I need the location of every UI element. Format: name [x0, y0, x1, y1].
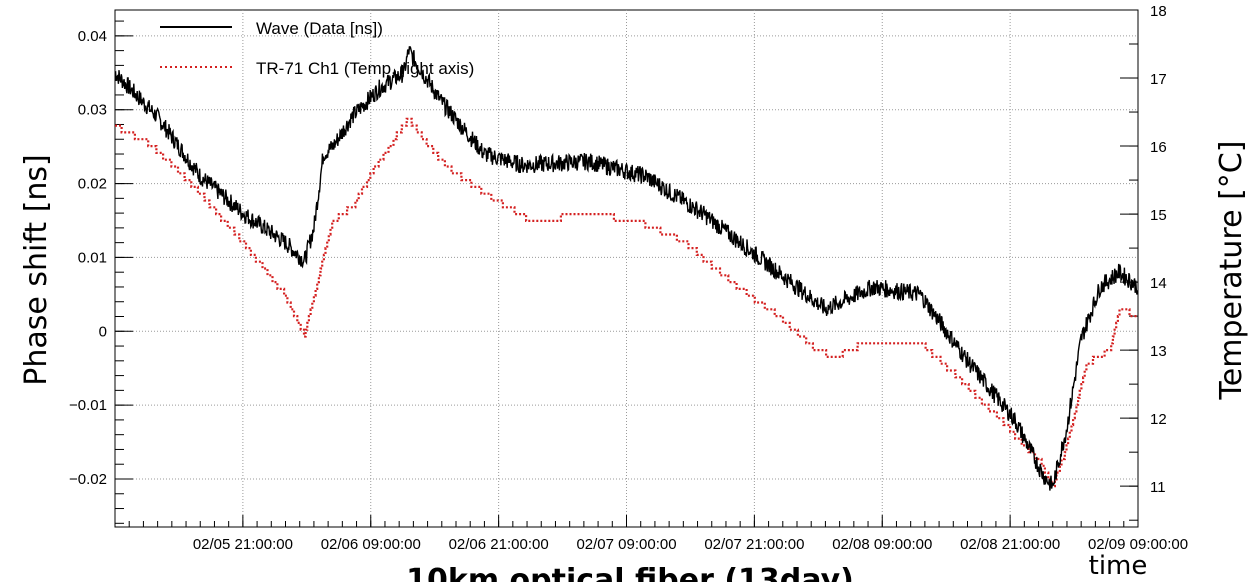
legend-label-wave: Wave (Data [ns]) [256, 19, 383, 38]
y-right-tick-label: 11 [1150, 479, 1166, 496]
y-right-tick-label: 13 [1150, 343, 1167, 360]
x-tick-label: 02/08 21:00:00 [960, 536, 1060, 553]
series-line-temperature [115, 117, 1138, 488]
x-tick-label: 02/06 21:00:00 [449, 536, 549, 553]
x-tick-label: 02/06 09:00:00 [321, 536, 421, 553]
legend-label-temp: TR-71 Ch1 (Temp, right axis) [256, 59, 474, 78]
x-tick-label: 02/05 21:00:00 [193, 536, 293, 553]
x-tick-label: 02/09 09:00:00 [1088, 536, 1188, 553]
y-axis-label-right: Temperature [°C] [1214, 141, 1249, 401]
x-tick-label: 02/08 09:00:00 [832, 536, 932, 553]
series-group [114, 45, 1139, 491]
y-right-tick-label: 12 [1150, 411, 1167, 428]
x-tick-label: 02/07 21:00:00 [704, 536, 804, 553]
series-line-phase [114, 45, 1139, 491]
chart-title: 10km optical fiber (13day) [406, 563, 854, 582]
tick-labels: 02/05 21:00:00 02/06 09:00:00 02/06 21:00:… [69, 3, 1188, 553]
y-right-tick-label: 15 [1150, 207, 1167, 224]
y-left-tick-label: 0.01 [78, 249, 107, 266]
y-left-tick-label: 0 [99, 323, 107, 340]
y-left-tick-label: 0.04 [78, 28, 107, 45]
y-left-tick-label: −0.02 [69, 471, 107, 488]
y-right-tick-label: 17 [1150, 71, 1167, 88]
y-right-tick-label: 16 [1150, 139, 1167, 156]
y-right-tick-label: 14 [1150, 275, 1167, 292]
y-axis-label-left: Phase shift [ns] [19, 154, 54, 385]
x-tick-label: 02/07 09:00:00 [576, 536, 676, 553]
y-left-tick-label: 0.03 [78, 102, 107, 119]
legend: Wave (Data [ns]) TR-71 Ch1 (Temp, right … [160, 19, 474, 78]
grid [115, 10, 1139, 527]
y-left-tick-label: −0.01 [69, 397, 107, 414]
y-left-tick-label: 0.02 [78, 176, 107, 193]
x-axis-label: time [1089, 551, 1148, 581]
y-right-tick-label: 18 [1150, 3, 1167, 20]
